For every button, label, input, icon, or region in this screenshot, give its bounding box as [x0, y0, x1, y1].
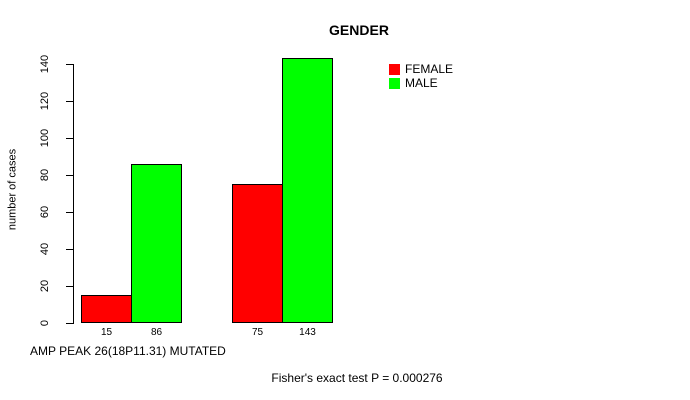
y-tick-label: 60	[39, 205, 51, 219]
legend-item: MALE	[389, 76, 453, 90]
y-tick-label: 0	[39, 319, 51, 327]
legend-swatch-female	[389, 64, 400, 75]
x-axis-label: AMP PEAK 26(18P11.31) MUTATED	[30, 344, 226, 358]
legend: FEMALE MALE	[389, 62, 454, 92]
y-tick-label: 80	[39, 168, 51, 182]
y-tick-label: 20	[39, 279, 51, 293]
legend-swatch-male	[389, 78, 400, 89]
bar-female-group1	[81, 295, 132, 323]
y-tick	[66, 211, 73, 213]
y-tick	[66, 137, 73, 139]
y-tick	[66, 248, 73, 250]
bar-male-group2	[282, 58, 333, 323]
bar-male-group1	[131, 163, 182, 323]
legend-item: FEMALE	[389, 62, 454, 76]
y-tick-label: 100	[39, 128, 51, 148]
y-tick	[66, 285, 73, 287]
chart-title: GENDER	[329, 22, 389, 38]
y-tick	[66, 174, 73, 176]
y-axis-line	[73, 64, 74, 324]
legend-label: FEMALE	[405, 62, 454, 76]
bar-value-label: 86	[150, 327, 163, 338]
y-tick	[66, 100, 73, 102]
bar-female-group2	[232, 184, 283, 323]
y-tick-label: 40	[39, 242, 51, 256]
bar-value-label: 15	[100, 327, 113, 338]
y-tick	[66, 322, 73, 324]
y-tick-label: 120	[39, 91, 51, 111]
footnote-text: Fisher's exact test P = 0.000276	[271, 371, 443, 385]
y-tick	[66, 63, 73, 65]
bar-value-label: 75	[251, 327, 264, 338]
y-tick-label: 140	[39, 54, 51, 74]
bar-value-label: 143	[299, 327, 316, 338]
legend-label: MALE	[405, 76, 438, 90]
